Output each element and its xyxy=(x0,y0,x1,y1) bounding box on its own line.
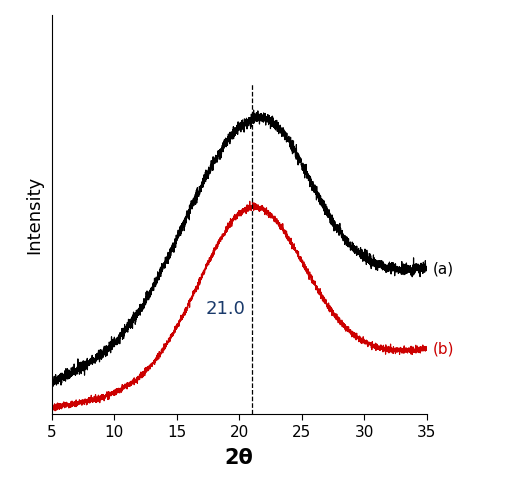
Text: 21.0: 21.0 xyxy=(206,300,245,318)
Text: (b): (b) xyxy=(433,341,454,356)
X-axis label: 2θ: 2θ xyxy=(225,448,254,468)
Y-axis label: Intensity: Intensity xyxy=(26,175,43,254)
Text: (a): (a) xyxy=(433,261,454,276)
